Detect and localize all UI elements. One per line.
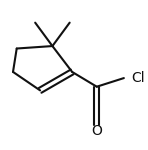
Text: Cl: Cl <box>131 71 145 85</box>
Text: O: O <box>91 124 102 138</box>
